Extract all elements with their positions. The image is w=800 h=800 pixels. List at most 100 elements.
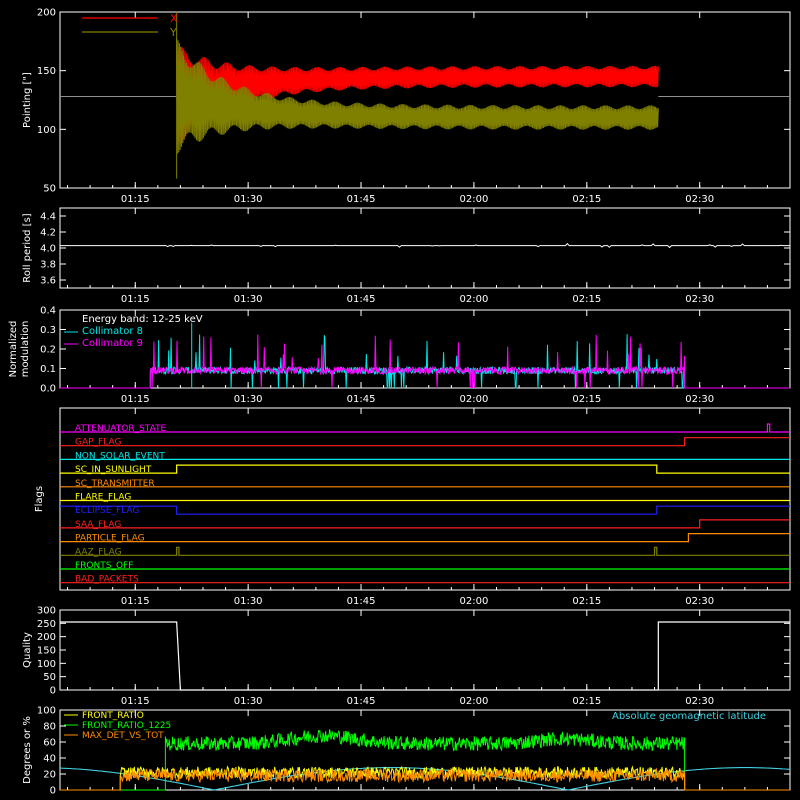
flags-x-tick-label: 02:30 [685,596,714,607]
quality-y-tick-label: 100 [37,659,56,670]
ratios-y-tick-label: 20 [43,770,56,781]
modulation-x-tick-label: 02:30 [685,394,714,405]
modulation-y-axis-label-line1: Normalized [8,321,19,378]
legend-label-x: X [170,12,178,25]
flag-label-gap-flag: GAP_FLAG [75,438,121,448]
roll-y-tick-label: 4.4 [40,212,56,223]
pointing-panel: 01:15 01:30 01:45 02:00 02:15 02:30 50 100 150 20… [22,8,791,205]
pointing-x-tick-label: 02:15 [572,194,601,205]
roll-y-axis-label: Roll period [s] [22,213,33,282]
modulation-panel: 01:15 01:30 01:45 02:00 02:15 02:30 0.0 0.1 0.2 0… [8,306,791,405]
pointing-y-tick-label: 200 [37,8,56,19]
quality-y-tick-label: 200 [37,632,56,643]
ratios-y-tick-label: 100 [37,706,56,717]
modulation-legend-collimator9: Collimator 9 [82,338,143,349]
modulation-y-axis-label-line2: modulation [20,321,31,378]
ratios-y-tick-label: 0 [50,786,56,797]
modulation-x-tick-label: 02:15 [572,394,601,405]
roll-axes-frame [59,207,791,289]
flag-label-sc-in-sunlight: SC_IN_SUNLIGHT [75,465,152,475]
modulation-legend-collimator8: Collimator 8 [82,326,143,337]
flags-y-axis-label: Flags [34,486,45,512]
quality-x-tick-label: 02:15 [572,696,601,707]
flag-label-bad-packets: BAD_PACKETS [75,575,139,585]
flag-trace-attenuator-state [60,423,790,433]
flag-label-eclipse-flag: ECLIPSE_FLAG [75,506,139,516]
quality-panel: 01:15 01:30 01:45 02:00 02:15 02:30 0 50 100 150 2… [22,606,791,707]
roll-x-tick-label: 01:15 [121,294,150,305]
quality-y-tick-label: 300 [37,606,56,617]
flags-x-tick-label: 01:45 [347,596,376,607]
flags-x-tick-label: 01:30 [234,596,263,607]
ratios-y-tick-label: 60 [43,738,56,749]
ratios-legend-label-front-ratio: FRONT_RATIO [82,711,144,721]
pointing-axes-frame [59,11,791,189]
flags-x-tick-label: 02:00 [460,596,489,607]
flags-x-tick-label: 01:15 [121,596,150,607]
ratios-y-tick-label: 80 [43,722,56,733]
pointing-series-x [176,47,659,144]
roll-y-tick-label: 3.8 [40,260,56,271]
flag-label-non-solar-event: NON_SOLAR_EVENT [75,451,165,461]
roll-x-tick-label: 01:45 [347,294,376,305]
roll-y-tick-label: 4.2 [40,228,56,239]
modulation-y-tick-label: 0.2 [40,345,56,356]
roll-x-tick-label: 01:30 [234,294,263,305]
pointing-x-tick-label: 01:45 [347,194,376,205]
modulation-energy-band-label: Energy band: 12-25 keV [82,314,203,325]
roll-x-tick-label: 02:00 [460,294,489,305]
roll-y-tick-label: 3.6 [40,276,56,287]
ratios-series-front-ratio-1225 [60,729,790,791]
ratios-geomagnetic-annotation: Absolute geomagnetic latitude [612,711,766,722]
legend-label-y: Y [169,26,177,39]
pointing-x-tick-label: 02:00 [460,194,489,205]
pointing-x-tick-label: 01:15 [121,194,150,205]
flag-label-aaz-flag: AAZ_FLAG [75,547,122,557]
flags-panel: 01:15 01:30 01:45 02:00 02:15 02:30 Flags ATTEN… [34,407,791,607]
flag-trace-particle-flag [60,533,790,543]
ratios-series-max-det-vs-tot [60,767,790,791]
pointing-x-tick-label: 01:30 [234,194,263,205]
quality-x-tick-label: 01:15 [121,696,150,707]
flag-trace-aaz-flag [60,546,790,556]
roll-x-tick-label: 02:15 [572,294,601,305]
modulation-x-tick-label: 02:00 [460,394,489,405]
modulation-series-collimator9 [60,334,790,389]
flags-x-tick-label: 02:15 [572,596,601,607]
flag-label-saa-flag: SAA_FLAG [75,520,121,530]
pointing-y-axis-label: Pointing ["] [22,72,33,128]
quality-y-tick-label: 150 [37,646,56,657]
pointing-series-y [176,38,659,154]
modulation-y-tick-label: 0.1 [40,364,56,375]
roll-panel: 01:15 01:30 01:45 02:00 02:15 02:30 3.6 3.8 4.0 4… [22,207,791,305]
flag-label-fronts-off: FRONTS_OFF [75,561,133,571]
flag-trace-saa-flag [60,519,790,529]
modulation-y-tick-label: 0.4 [40,306,56,317]
quality-x-tick-label: 02:30 [685,696,714,707]
ratios-y-tick-label: 40 [43,754,56,765]
flag-label-flare-flag: FLARE_FLAG [75,493,131,503]
modulation-x-tick-label: 01:45 [347,394,376,405]
pointing-y-tick-label: 150 [37,66,56,77]
ratios-panel: 0 20 40 60 80 100 Degrees or % FRONT_RATIOFRONT… [22,706,791,797]
quality-series [60,621,790,691]
quality-y-tick-label: 50 [43,672,56,683]
flag-trace-sc-in-sunlight [60,464,790,474]
quality-x-tick-label: 02:00 [460,696,489,707]
ratios-legend-label-max-det-vs-tot: MAX_DET_VS_TOT [82,731,164,741]
ratios-legend-label-front-ratio-1225: FRONT_RATIO_1225 [82,721,171,731]
quality-y-axis-label: Quality [22,632,33,668]
roll-x-tick-label: 02:30 [685,294,714,305]
pointing-y-tick-label: 50 [43,184,56,195]
ratios-y-axis-label: Degrees or % [22,716,33,784]
modulation-y-tick-label: 0.0 [40,384,56,395]
quality-x-tick-label: 01:30 [234,696,263,707]
roll-y-tick-label: 4.0 [40,244,56,255]
quality-y-tick-label: 250 [37,619,56,630]
pointing-y-tick-label: 100 [37,125,56,136]
flag-trace-eclipse-flag [60,505,790,515]
modulation-y-axis-label: Normalizedmodulation [8,321,31,378]
modulation-y-tick-label: 0.3 [40,325,56,336]
flag-trace-gap-flag [60,437,790,447]
